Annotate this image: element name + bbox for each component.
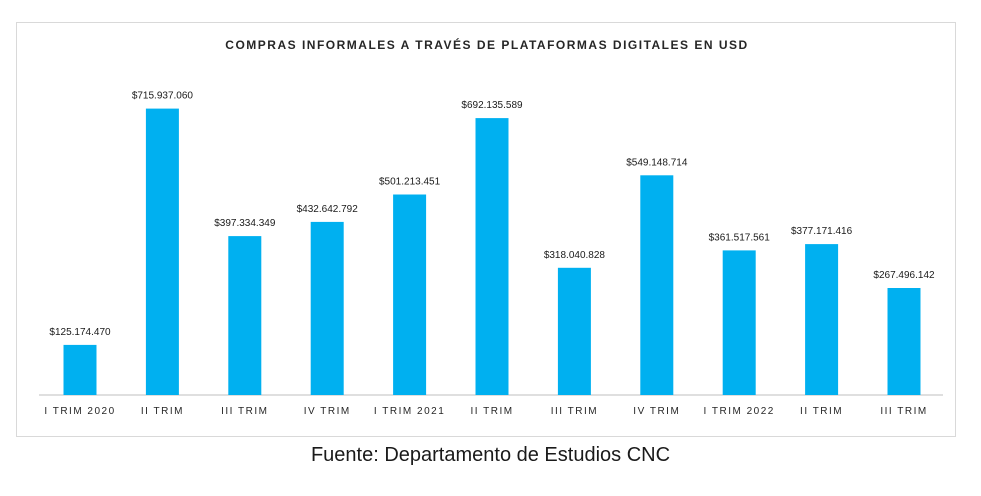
bar bbox=[557, 267, 591, 395]
x-tick-label: I TRIM 2020 bbox=[44, 406, 115, 417]
bar bbox=[722, 250, 756, 395]
bar-data-label: $361.517.561 bbox=[709, 232, 771, 243]
x-tick-label: I TRIM 2022 bbox=[704, 406, 775, 417]
bar-data-label: $715.937.060 bbox=[132, 91, 194, 102]
bar-data-label: $501.213.451 bbox=[379, 177, 441, 188]
x-tick-label: IV TRIM bbox=[633, 406, 680, 417]
chart-svg: COMPRAS INFORMALES A TRAVÉS DE PLATAFORM… bbox=[39, 37, 943, 417]
bar bbox=[228, 236, 262, 395]
x-tick-label: III TRIM bbox=[221, 406, 268, 417]
x-tick-label: III TRIM bbox=[880, 406, 927, 417]
bar bbox=[310, 221, 344, 395]
tick-labels-group: I TRIM 2020 II TRIM III TRIM IV TRIM I TRIM … bbox=[44, 406, 927, 417]
chart-frame: COMPRAS INFORMALES A TRAVÉS DE PLATAFORM… bbox=[16, 22, 956, 437]
x-tick-label: IV TRIM bbox=[304, 406, 351, 417]
x-tick-label: II TRIM bbox=[141, 406, 184, 417]
x-tick-label: II TRIM bbox=[470, 406, 513, 417]
x-tick-label: III TRIM bbox=[551, 406, 598, 417]
bar-data-label: $692.135.589 bbox=[461, 100, 523, 111]
bar bbox=[475, 118, 509, 395]
bar-data-label: $267.496.142 bbox=[873, 270, 935, 281]
bar-data-label: $432.642.792 bbox=[297, 204, 359, 215]
x-tick-label: I TRIM 2021 bbox=[374, 406, 445, 417]
chart-title: COMPRAS INFORMALES A TRAVÉS DE PLATAFORM… bbox=[225, 37, 748, 52]
data-labels-group: $125.174.470 $715.937.060 $397.334.349 $432… bbox=[49, 91, 935, 338]
bar-data-label: $318.040.828 bbox=[544, 250, 606, 261]
bar bbox=[145, 108, 179, 395]
bar-data-label: $549.148.714 bbox=[626, 157, 688, 168]
bar bbox=[640, 175, 674, 395]
bar bbox=[887, 288, 921, 395]
x-tick-label: II TRIM bbox=[800, 406, 843, 417]
bar bbox=[393, 194, 427, 395]
bar bbox=[63, 344, 97, 395]
bars-group bbox=[63, 108, 921, 395]
bar-data-label: $125.174.470 bbox=[49, 327, 111, 338]
bar bbox=[805, 244, 839, 395]
bar-data-label: $397.334.349 bbox=[214, 218, 276, 229]
source-note: Fuente: Departamento de Estudios CNC bbox=[310, 444, 671, 466]
bar-data-label: $377.171.416 bbox=[791, 226, 853, 237]
